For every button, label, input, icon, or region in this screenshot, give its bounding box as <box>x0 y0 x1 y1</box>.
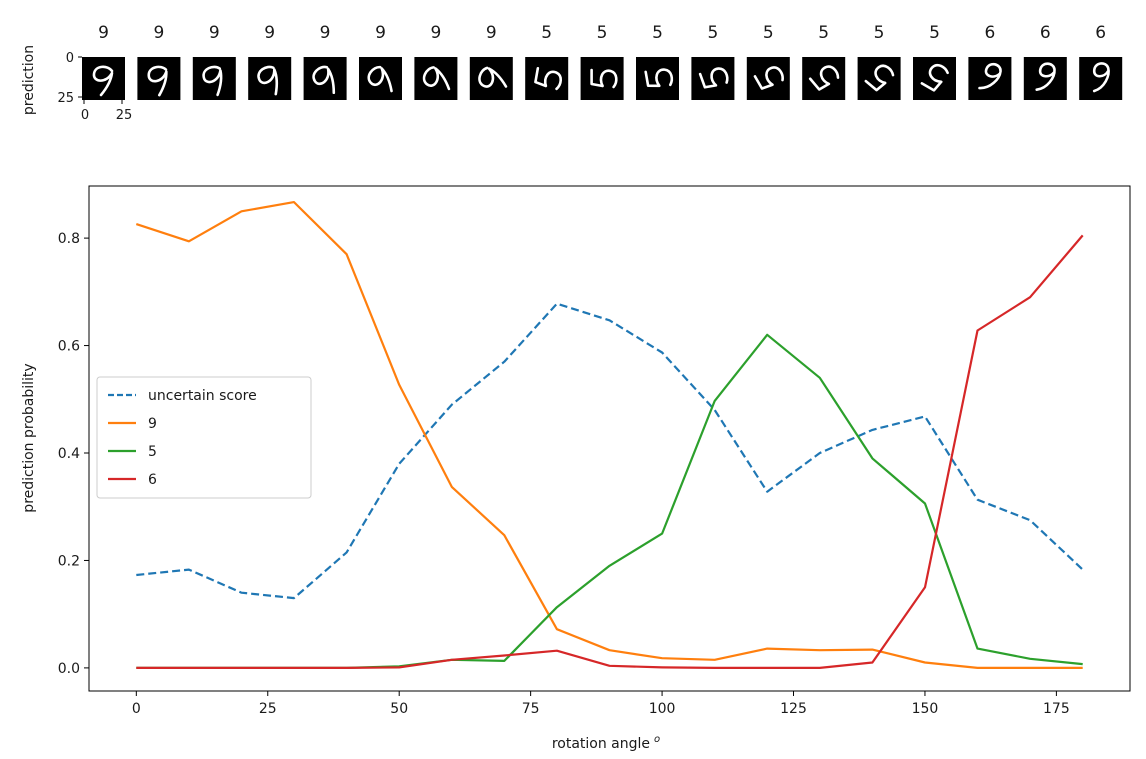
strip-y-tick-label: 0 <box>66 51 74 66</box>
digit-image <box>414 57 458 100</box>
legend: uncertain score 9 5 6 <box>96 376 312 499</box>
series-line <box>136 234 1084 670</box>
prediction-label: 9 <box>209 23 220 43</box>
digit-stroke <box>1092 62 1110 93</box>
strip-cells: 9 9 9 9 9 9 9 9 5 5 5 5 5 5 5 5 6 6 6 0 25 0 25 <box>57 23 1123 123</box>
legend-label: 6 <box>148 472 157 488</box>
prediction-label: 9 <box>98 23 109 43</box>
digit-stroke <box>257 65 279 96</box>
digit-image <box>469 57 513 100</box>
y-tick-label: 0.6 <box>58 339 80 355</box>
prediction-label: 9 <box>153 23 164 43</box>
digit-stroke <box>1035 62 1056 91</box>
strip-x-tick-label: 0 <box>81 108 89 123</box>
digit-stroke <box>753 66 784 90</box>
prediction-label: 5 <box>874 23 885 43</box>
series-line <box>136 302 1084 600</box>
prediction-label: 6 <box>1040 23 1051 43</box>
digit-image <box>192 57 236 100</box>
prediction-label: 9 <box>486 23 497 43</box>
prediction-label: 5 <box>707 23 718 43</box>
series-lines <box>135 201 1084 670</box>
prediction-label: 5 <box>818 23 829 43</box>
digit-stroke <box>534 67 563 91</box>
prediction-label: 9 <box>320 23 331 43</box>
digit-stroke <box>808 65 840 91</box>
y-tick-label: 0.4 <box>58 446 80 462</box>
x-tick-label: 25 <box>259 701 277 717</box>
strip-ylabel: prediction <box>21 45 37 115</box>
x-tick-label: 0 <box>132 701 141 717</box>
y-tick-label: 0.0 <box>58 661 80 677</box>
digit-stroke <box>478 66 508 88</box>
image-strip: prediction 9 9 9 9 9 9 9 9 5 5 5 5 5 5 5 5 6 6 6 0 25 0 25 <box>21 23 1123 123</box>
strip-x-tick-label: 25 <box>116 108 133 123</box>
y-tick-label: 0.2 <box>58 553 80 569</box>
digit-stroke <box>590 68 618 89</box>
prediction-label: 9 <box>264 23 275 43</box>
digit-stroke <box>312 65 336 95</box>
y-tick-label: 0.8 <box>58 231 80 247</box>
digit-image <box>248 57 292 100</box>
prediction-label: 6 <box>984 23 995 43</box>
digit-stroke <box>978 62 1002 90</box>
prediction-label: 5 <box>597 23 608 43</box>
prediction-label: 5 <box>541 23 552 43</box>
legend-label: 9 <box>148 416 157 432</box>
x-tick-label: 100 <box>649 701 676 717</box>
digit-stroke <box>422 66 451 91</box>
digit-stroke <box>92 65 114 97</box>
digit-stroke <box>920 63 949 92</box>
x-tick-label: 75 <box>522 701 540 717</box>
prediction-label: 5 <box>652 23 663 43</box>
digit-stroke <box>147 65 168 97</box>
legend-box <box>96 376 312 499</box>
line-chart: 0 25 50 75 100 125 150 175 0.0 0.2 0.4 0.6 0.8 rota… <box>21 185 1131 752</box>
prediction-label: 6 <box>1095 23 1106 43</box>
y-axis-label: prediction probability <box>21 363 37 512</box>
x-tick-label: 150 <box>912 701 939 717</box>
digit-image <box>303 57 347 100</box>
x-tick-label: 175 <box>1043 701 1070 717</box>
digit-stroke <box>367 65 393 93</box>
legend-label: 5 <box>148 444 157 460</box>
digit-stroke <box>698 67 729 89</box>
legend-label: uncertain score <box>148 388 257 404</box>
x-tick-label: 50 <box>390 701 408 717</box>
digit-stroke <box>644 68 674 88</box>
prediction-label: 5 <box>929 23 940 43</box>
x-axis-label: rotation angle o <box>552 734 660 752</box>
y-axis: 0.0 0.2 0.4 0.6 0.8 <box>58 231 89 677</box>
digit-stroke <box>202 65 223 97</box>
strip-y-tick-label: 25 <box>57 91 74 106</box>
digit-image <box>359 57 402 100</box>
prediction-label: 9 <box>375 23 386 43</box>
digit-image <box>137 57 181 100</box>
prediction-label: 5 <box>763 23 774 43</box>
digit-image <box>968 57 1012 100</box>
digit-stroke <box>864 64 895 92</box>
x-tick-label: 125 <box>780 701 807 717</box>
prediction-label: 9 <box>430 23 441 43</box>
series-line <box>135 201 1083 670</box>
x-axis: 0 25 50 75 100 125 150 175 <box>132 691 1070 717</box>
